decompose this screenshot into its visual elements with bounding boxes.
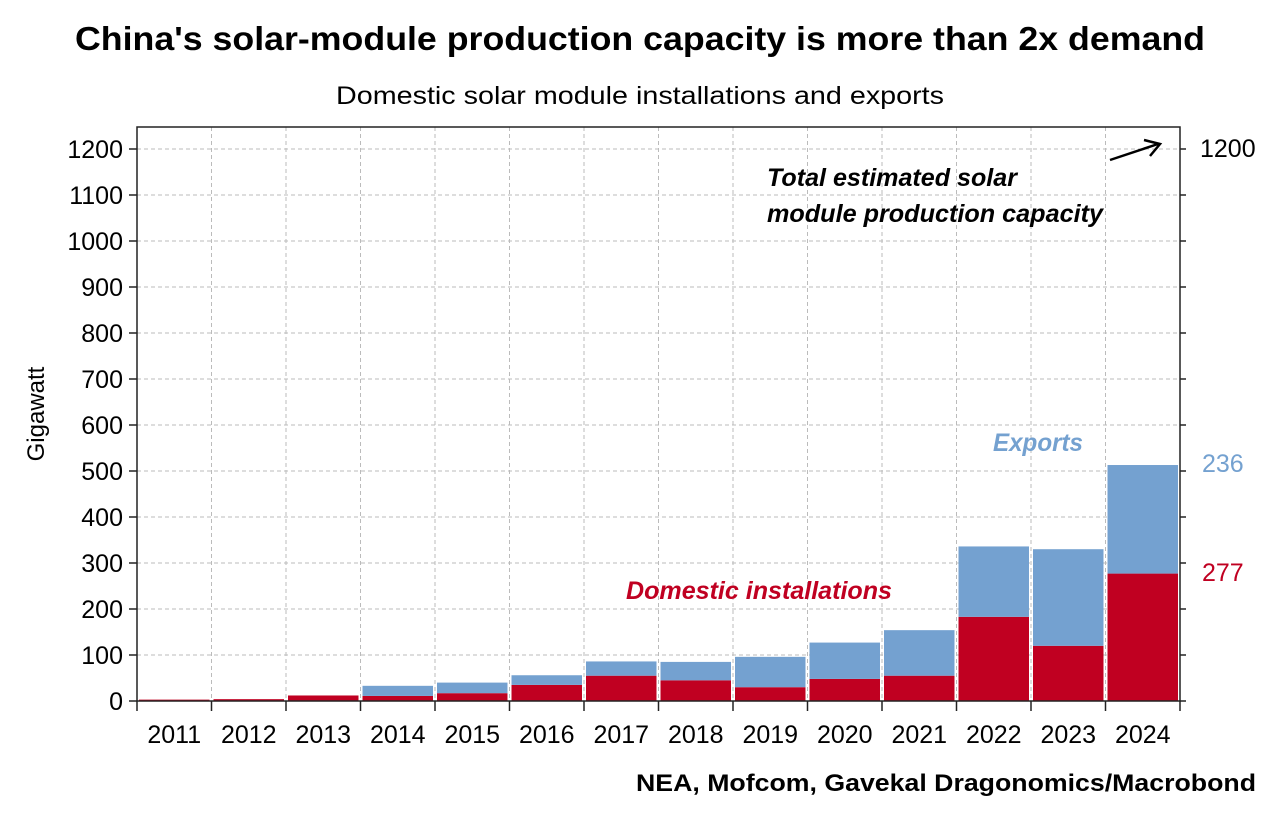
bar-exports-2015 [437, 682, 508, 694]
y-tick-label: 700 [81, 366, 123, 394]
bar-exports-2017 [586, 661, 657, 676]
y-tick-label: 400 [81, 504, 123, 532]
x-tick-label: 2014 [370, 721, 426, 749]
y-tick-label: 300 [81, 550, 123, 578]
bars [139, 465, 1178, 701]
y-axis: 0 100 200 300 400 500 600 700 800 900 1000 1100 1200 [67, 136, 1186, 716]
bar-exports-2019 [735, 656, 806, 688]
capacity-annotation-line1: Total estimated solar [767, 164, 1018, 192]
x-tick-label: 2020 [817, 721, 873, 749]
x-tick-label: 2023 [1040, 721, 1096, 749]
capacity-annotation-line2: module production capacity [767, 200, 1104, 228]
x-tick-label: 2022 [966, 721, 1022, 749]
y-tick-label: 800 [81, 320, 123, 348]
bar-domestic-installations-2018 [660, 680, 731, 701]
bar-domestic-installations-2016 [511, 684, 582, 701]
bar-domestic-installations-2014 [362, 695, 433, 701]
bar-domestic-installations-2013 [288, 695, 359, 701]
y-tick-label: 1100 [69, 182, 123, 210]
exports-value-label: 236 [1202, 450, 1244, 478]
bar-domestic-installations-2019 [735, 687, 806, 701]
bar-domestic-installations-2012 [213, 699, 284, 701]
chart-title: China's solar-module production capacity… [75, 20, 1205, 57]
x-tick-label: 2013 [295, 721, 351, 749]
bar-domestic-installations-2022 [958, 616, 1029, 701]
x-tick-label: 2016 [519, 721, 575, 749]
y-tick-label: 900 [81, 274, 123, 302]
x-tick-label: 2021 [891, 721, 947, 749]
y-tick-label: 100 [81, 642, 123, 670]
x-tick-label: 2018 [668, 721, 724, 749]
source-note: NEA, Mofcom, Gavekal Dragonomics/Macrobo… [636, 770, 1256, 797]
domestic-legend-label: Domestic installations [626, 577, 892, 605]
bar-exports-2024 [1107, 465, 1178, 574]
chart-subtitle: Domestic solar module installations and … [336, 82, 944, 110]
y-tick-label: 200 [81, 596, 123, 624]
y-tick-label: 600 [81, 412, 123, 440]
bar-domestic-installations-2017 [586, 675, 657, 701]
bar-domestic-installations-2020 [809, 678, 880, 701]
bar-exports-2020 [809, 642, 880, 679]
bar-exports-2021 [884, 630, 955, 676]
x-tick-label: 2011 [147, 721, 201, 749]
bar-exports-2014 [362, 685, 433, 696]
bar-domestic-installations-2024 [1107, 573, 1178, 701]
x-axis: 2011 2012 2013 2014 2015 2016 2017 2018 2019 2020… [136, 701, 1181, 749]
bar-domestic-installations-2023 [1033, 645, 1104, 701]
x-tick-label: 2017 [593, 721, 649, 749]
y-tick-label: 0 [109, 688, 123, 716]
capacity-value-label: 1200 [1200, 135, 1256, 163]
bar-domestic-installations-2015 [437, 693, 508, 701]
bar-exports-2022 [958, 546, 1029, 617]
gridlines [137, 127, 1180, 701]
x-tick-label: 2019 [742, 721, 798, 749]
bar-exports-2018 [660, 661, 731, 681]
x-tick-label: 2015 [444, 721, 500, 749]
y-tick-label: 500 [81, 458, 123, 486]
y-tick-label: 1200 [67, 136, 123, 164]
x-tick-label: 2024 [1115, 721, 1171, 749]
x-tick-label: 2012 [221, 721, 277, 749]
bar-exports-2016 [511, 675, 582, 685]
domestic-value-label: 277 [1202, 559, 1244, 587]
y-axis-label: Gigawatt [23, 366, 50, 461]
bar-domestic-installations-2021 [884, 675, 955, 701]
arrow-up-right-icon [1109, 138, 1163, 162]
exports-legend-label: Exports [993, 429, 1083, 457]
bar-exports-2023 [1033, 549, 1104, 646]
y-tick-label: 1000 [67, 228, 123, 256]
